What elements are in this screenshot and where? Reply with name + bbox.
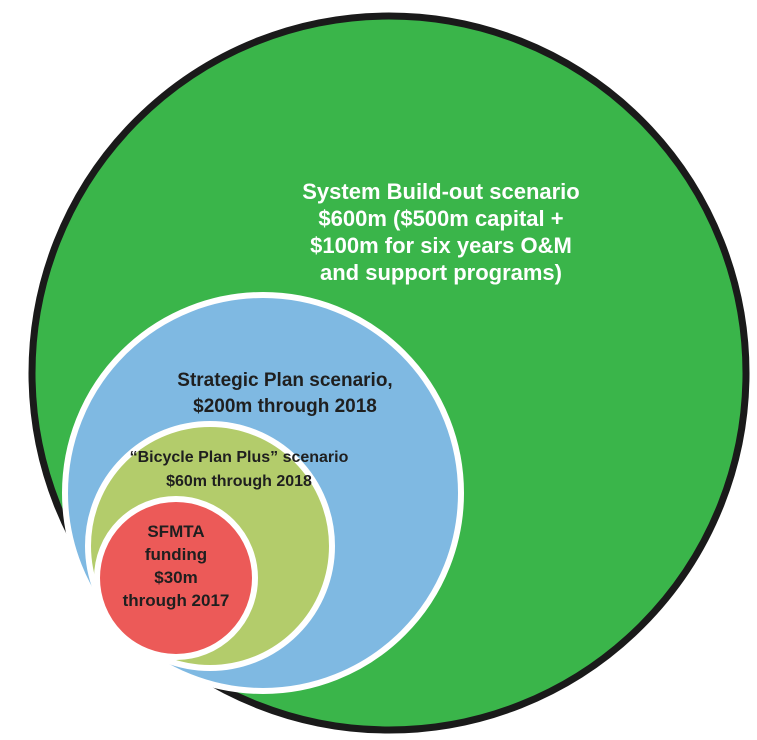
system-buildout-line-2: $600m ($500m capital + [318,206,563,231]
bicycle-plan-plus-line-1: “Bicycle Plan Plus” scenario [130,449,349,466]
sfmta-funding-line-4: through 2017 [123,591,230,610]
system-buildout-label: System Build-out scenario $600m ($500m c… [302,179,580,285]
strategic-plan-label: Strategic Plan scenario, $200m through 2… [177,370,392,417]
sfmta-funding-circle [94,496,258,660]
system-buildout-line-4: and support programs) [320,260,562,285]
bicycle-plan-plus-line-2: $60m through 2018 [166,473,312,490]
sfmta-funding-line-2: funding [145,545,207,564]
strategic-plan-line-2: $200m through 2018 [193,396,377,417]
system-buildout-line-1: System Build-out scenario [302,179,580,204]
sfmta-funding-label: SFMTA funding $30m through 2017 [123,522,230,610]
sfmta-funding-line-1: SFMTA [147,522,204,541]
sfmta-funding-line-3: $30m [154,568,197,587]
strategic-plan-line-1: Strategic Plan scenario, [177,370,392,391]
system-buildout-line-3: $100m for six years O&M [310,233,572,258]
bicycle-plan-plus-label: “Bicycle Plan Plus” scenario $60m throug… [130,449,349,490]
